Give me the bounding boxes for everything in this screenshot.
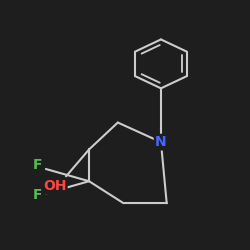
Text: F: F [32, 158, 42, 172]
Text: F: F [32, 188, 42, 202]
Text: OH: OH [43, 179, 66, 193]
Text: N: N [155, 135, 167, 149]
